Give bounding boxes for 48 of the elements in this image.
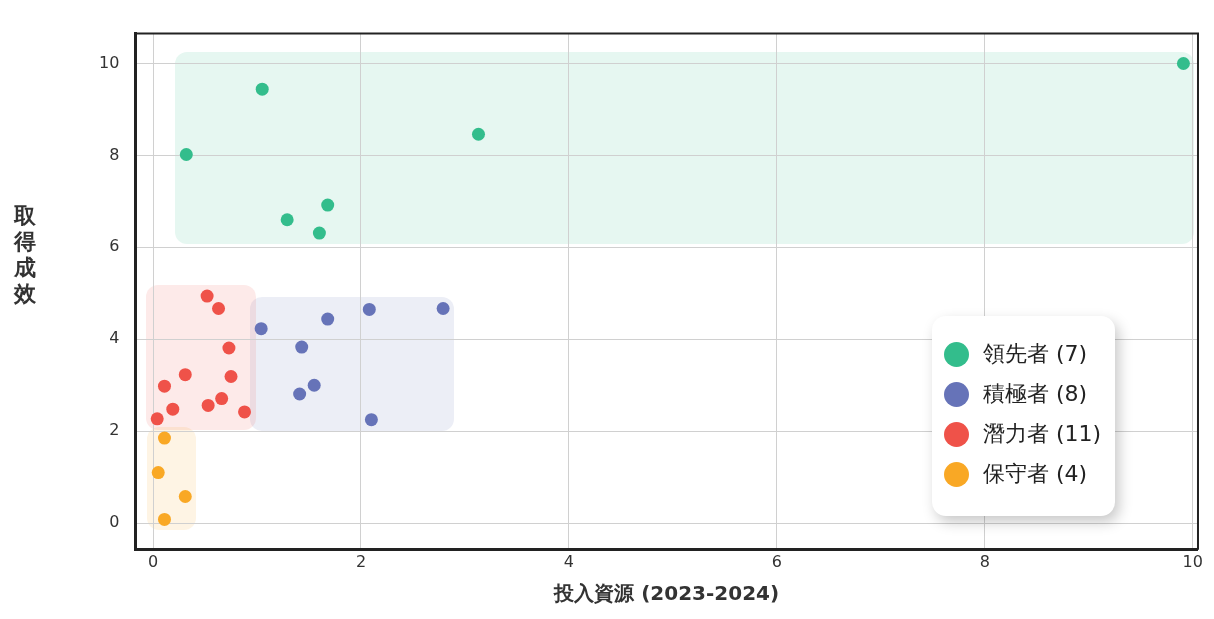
point xyxy=(179,147,193,161)
point xyxy=(280,213,294,227)
point xyxy=(157,379,171,393)
point xyxy=(166,402,180,416)
point xyxy=(150,412,164,426)
y-tick-label: 6 xyxy=(109,236,120,256)
point xyxy=(471,127,485,141)
point xyxy=(222,341,236,355)
point xyxy=(295,340,309,354)
x-tick-label: 10 xyxy=(1182,551,1203,571)
legend-label: 潛力者 (11) xyxy=(983,420,1102,448)
point xyxy=(238,405,252,419)
point xyxy=(224,370,238,384)
point xyxy=(178,368,192,382)
x-tick-label: 4 xyxy=(563,551,575,571)
point xyxy=(362,302,376,316)
y-tick-label: 4 xyxy=(109,328,120,348)
x-axis-title: 投入資源 (2023-2024) xyxy=(553,581,780,606)
y-axis-title: 取得成效 xyxy=(12,203,37,307)
x-tick-label: 2 xyxy=(355,551,367,571)
point xyxy=(1176,56,1190,70)
point xyxy=(151,466,165,480)
point xyxy=(212,301,226,315)
point xyxy=(178,489,192,503)
legend-label: 保守者 (4) xyxy=(983,460,1088,488)
point xyxy=(255,82,269,96)
legend-label: 積極者 (8) xyxy=(983,380,1088,408)
y-tick-label: 2 xyxy=(109,420,120,440)
y-tick-label: 8 xyxy=(109,144,120,164)
point xyxy=(215,392,229,406)
y-tick-label: 0 xyxy=(109,512,120,532)
point xyxy=(157,431,171,445)
point xyxy=(364,413,378,427)
x-tick-label: 6 xyxy=(771,551,782,571)
y-tick-label: 10 xyxy=(99,52,120,72)
legend-label: 領先者 (7) xyxy=(983,340,1088,368)
point xyxy=(321,312,335,326)
point xyxy=(201,398,215,412)
point xyxy=(436,301,450,315)
point xyxy=(307,378,321,392)
point xyxy=(157,512,171,526)
point xyxy=(254,322,268,336)
x-tick-label: 0 xyxy=(147,551,159,571)
point xyxy=(312,226,326,240)
point xyxy=(321,198,335,212)
point xyxy=(200,289,214,303)
x-tick-label: 8 xyxy=(979,551,990,571)
point xyxy=(293,387,307,401)
